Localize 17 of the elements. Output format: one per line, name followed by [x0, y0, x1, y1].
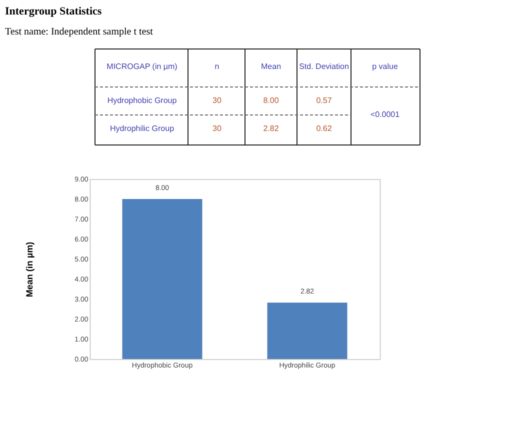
text: <0.0001: [370, 110, 400, 119]
text: 2.82: [263, 124, 280, 133]
text: n: [214, 62, 220, 71]
text: 30: [212, 124, 222, 133]
y-axis-title: Mean (in µm): [24, 242, 35, 298]
text: Hydrophilic Group: [110, 124, 175, 133]
chart-subtitle: Test name: Independent sample t test: [5, 26, 154, 38]
text: 8.00: [263, 96, 280, 105]
text: MICROGAP (in µm): [106, 62, 178, 71]
text: Hydrophobic Group: [107, 96, 178, 105]
text: p value: [372, 62, 398, 71]
text: 30: [212, 96, 222, 105]
text: 0.57: [316, 96, 332, 105]
text: 0.62: [316, 124, 332, 133]
chart-title: Intergroup Statistics: [5, 6, 102, 18]
text: Mean: [260, 62, 282, 71]
text: Std. Deviation: [299, 62, 349, 71]
